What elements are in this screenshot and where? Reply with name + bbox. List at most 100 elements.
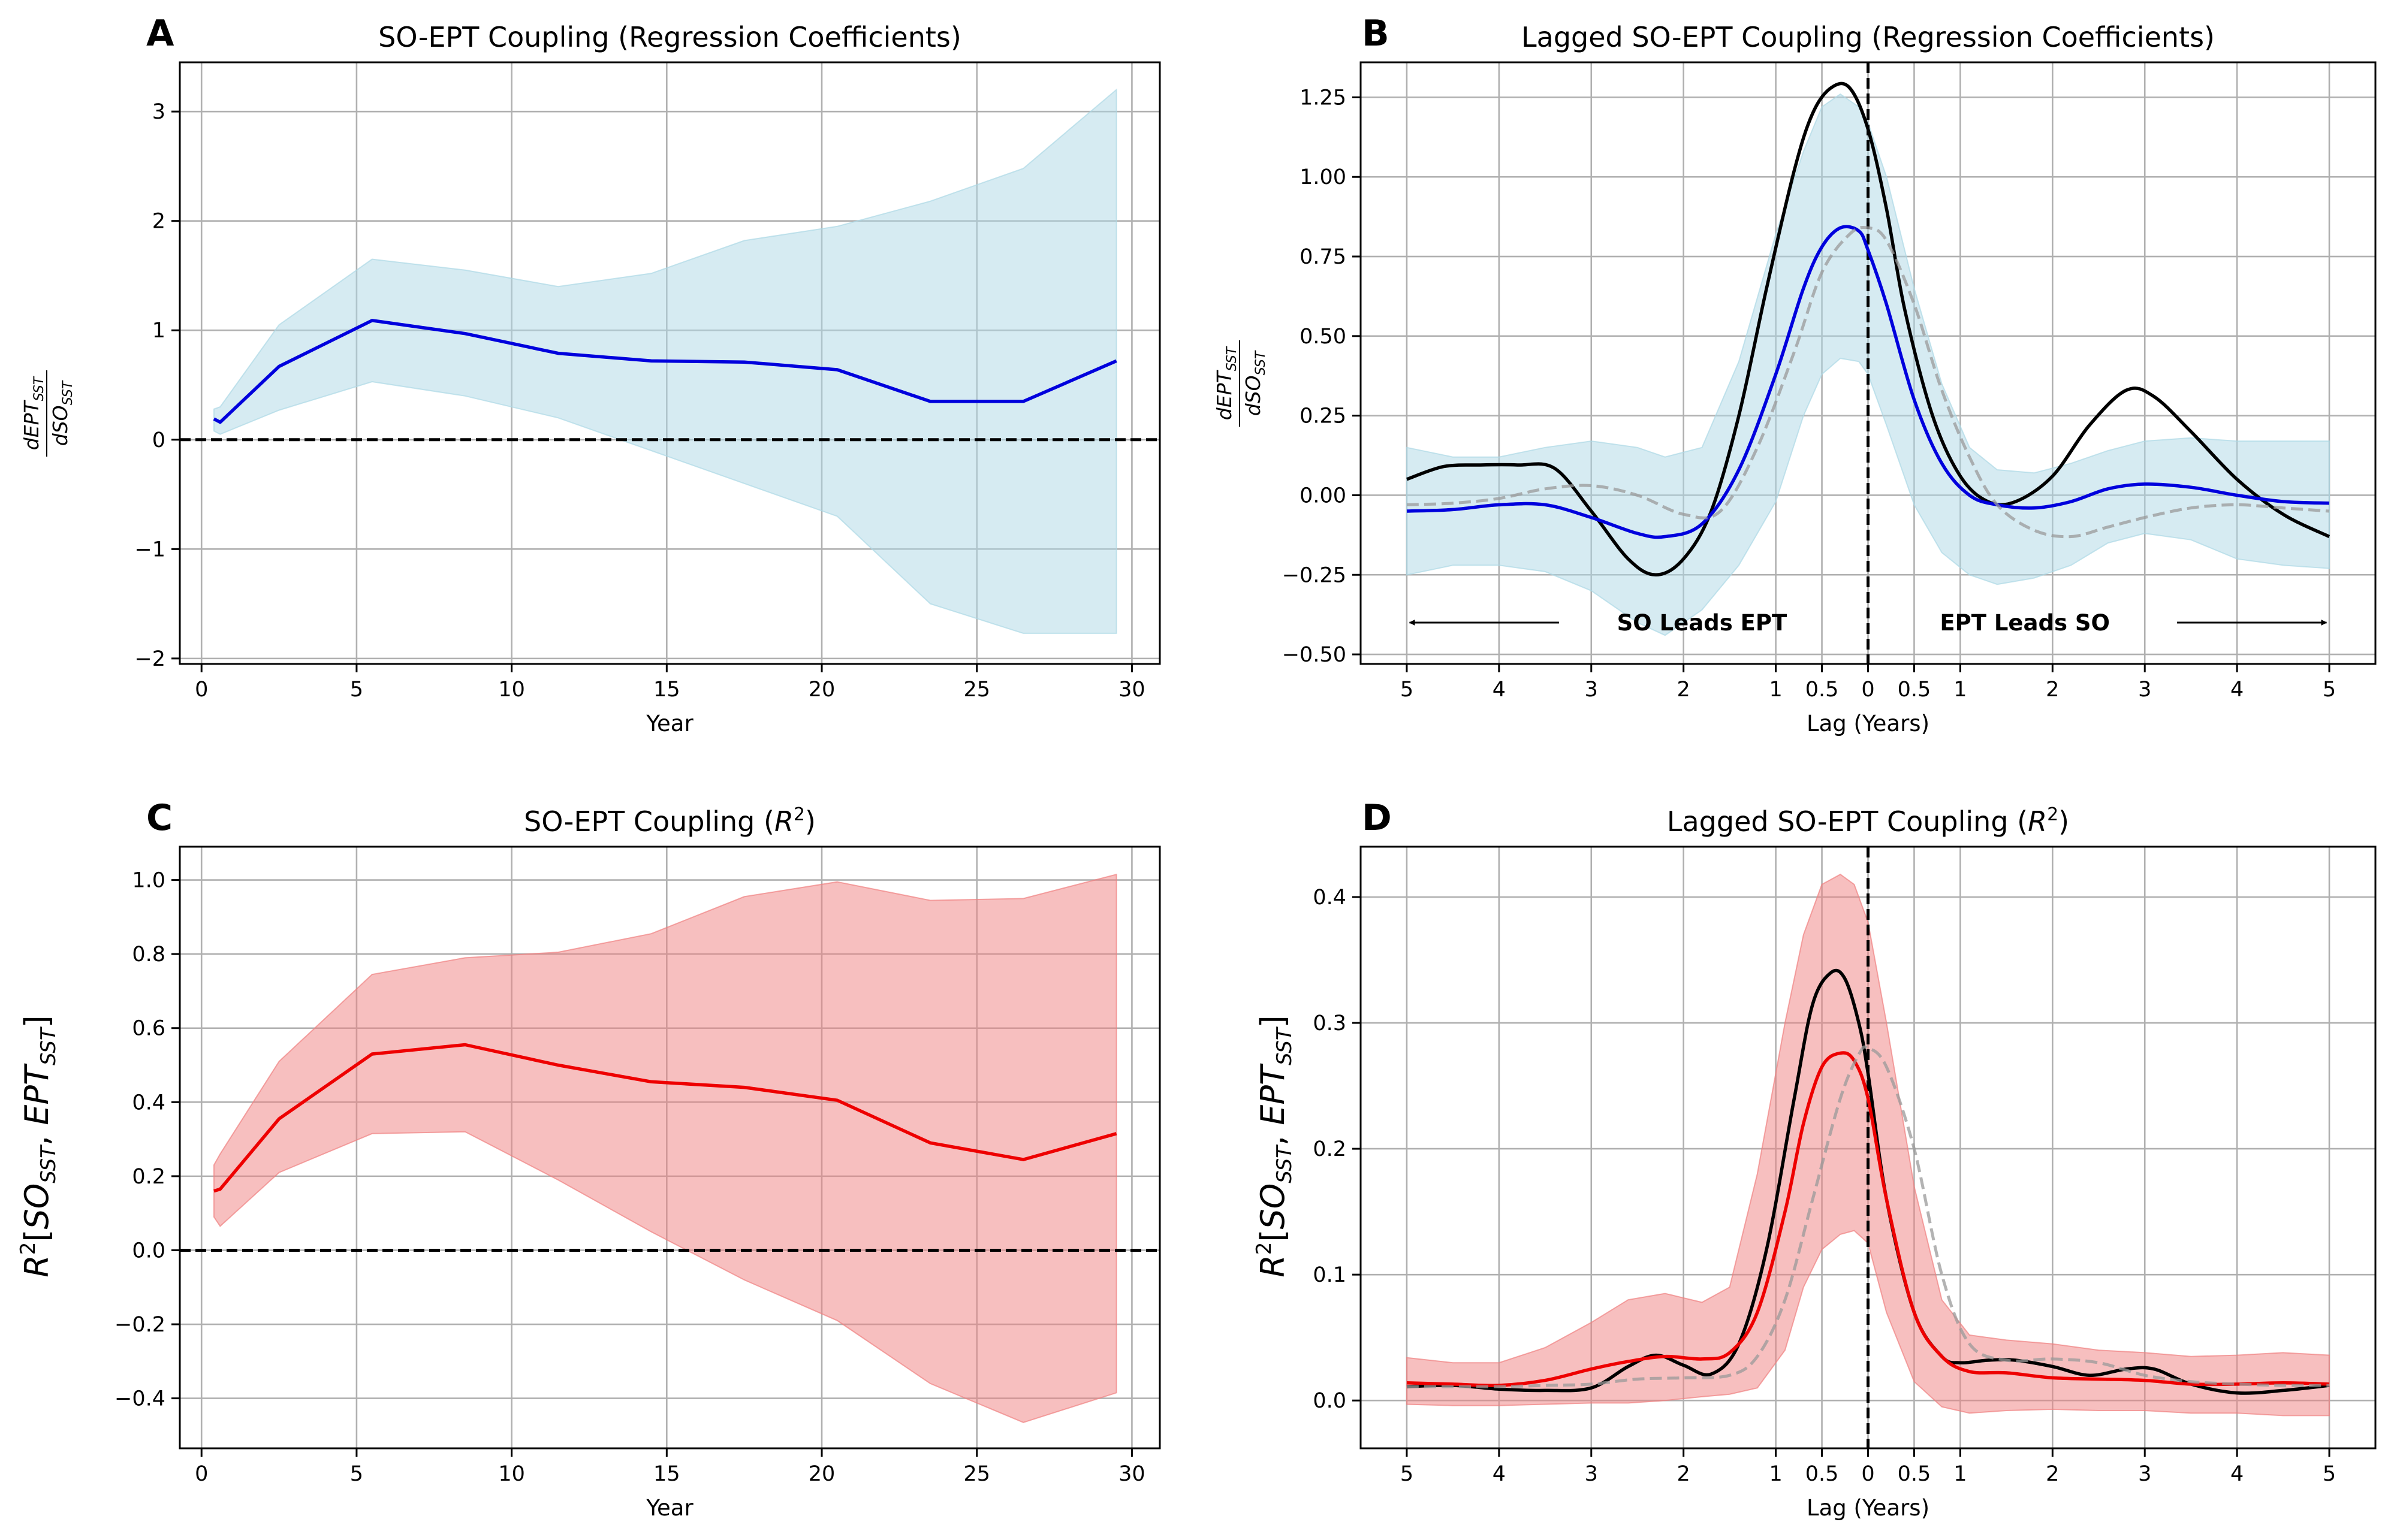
panel-d-xtick-label: 5 (2323, 1462, 2336, 1486)
svg-text:dEPTSST: dEPTSST (20, 376, 47, 450)
panel-d-title: Lagged SO-EPT Coupling (R2) (1667, 804, 2069, 838)
panel-c: 0 5 10 15 20 25 30 −0.4 −0.2 0.0 0.2 0.4 0.6 0.8 1.0 C… (16, 797, 1161, 1521)
panel-b-xtick-label: 0.5 (1805, 678, 1839, 702)
panel-a-xtick-label: 10 (498, 678, 525, 702)
panel-b-ytick-label: 1.25 (1299, 86, 1346, 110)
panel-b-xlabel: Lag (Years) (1807, 711, 1929, 736)
annotation-ept-leads-so: EPT Leads SO (1940, 610, 2110, 636)
panel-a-ylabel: dEPTSST dSOSST (20, 370, 76, 457)
panel-c-ylabel: R2[SOSST, EPTSST] (16, 1015, 61, 1278)
panel-b-ytick-label: −0.50 (1282, 643, 1346, 667)
panel-b-xtick-label: 5 (1400, 678, 1413, 702)
panel-c-xtick-label: 15 (653, 1462, 680, 1486)
panel-d: 5 4 3 2 1 0.5 0 0.5 1 2 3 4 5 0.0 0.1 0.2 0.3 0.4 D Lagge… (1252, 797, 2377, 1521)
panel-d-series-line-2 (1406, 1045, 2330, 1388)
panel-a-ytick-label: 0 (152, 428, 165, 452)
panel-d-xtick-label: 2 (2046, 1462, 2059, 1486)
panel-c-ytick-label: −0.4 (114, 1387, 165, 1411)
panel-a-xtick-label: 25 (963, 678, 990, 702)
panel-d-xtick-label: 5 (1400, 1462, 1413, 1486)
panel-d-xtick-label: 0.5 (1805, 1462, 1839, 1486)
panel-c-ytick-label: 0.6 (132, 1017, 165, 1041)
panel-letter-b: B (1362, 13, 1389, 55)
panel-c-xlabel: Year (646, 1495, 694, 1521)
panel-b-ytick-label: 0.75 (1299, 245, 1346, 269)
panel-a-title: SO-EPT Coupling (Regression Coefficients… (378, 21, 961, 53)
panel-b-xtick-label: 5 (2323, 678, 2336, 702)
panel-c-confidence-band (213, 874, 1117, 1423)
panel-d-xtick-label: 1 (1769, 1462, 1782, 1486)
svg-text:dEPTSST: dEPTSST (1213, 346, 1240, 420)
panel-a-xtick-label: 0 (195, 678, 208, 702)
panel-c-ytick-label: −0.2 (114, 1313, 165, 1337)
panel-c-title: SO-EPT Coupling (R2) (524, 804, 816, 838)
svg-text:dSOSST: dSOSST (1241, 350, 1268, 416)
panel-d-xtick-label: 2 (1677, 1462, 1690, 1486)
panel-c-ytick-label: 1.0 (132, 869, 165, 893)
panel-c-ytick-label: 0.8 (132, 943, 165, 967)
panel-b-ytick-label: 0.00 (1299, 484, 1346, 508)
panel-c-xtick-label: 10 (498, 1462, 525, 1486)
panel-b-xtick-label: 4 (1493, 678, 1506, 702)
panel-c-xtick-label: 25 (963, 1462, 990, 1486)
panel-b-xtick-label: 3 (2138, 678, 2151, 702)
panel-b: 5 4 3 2 1 0.5 0 0.5 1 2 3 4 5−0.50−0.250.000.250.500… (1213, 13, 2377, 736)
panel-c-xtick-label: 0 (195, 1462, 208, 1486)
panel-b-xtick-label: 2 (2046, 678, 2059, 702)
panel-letter-a: A (146, 13, 174, 55)
panel-d-xtick-label: 4 (1493, 1462, 1506, 1486)
panel-a-ytick-label: 2 (152, 210, 165, 234)
panel-b-title: Lagged SO-EPT Coupling (Regression Coeff… (1521, 21, 2215, 53)
panel-letter-d: D (1362, 797, 1392, 839)
panel-letter-c: C (146, 797, 173, 839)
panel-b-ytick-label: 0.25 (1299, 404, 1346, 428)
panel-b-ytick-label: 1.00 (1299, 165, 1346, 189)
panel-b-xtick-label: 0 (1861, 678, 1874, 702)
panel-b-xtick-label: 1 (1769, 678, 1782, 702)
panel-b-series-line-2 (1406, 225, 2330, 539)
panel-a-ytick-label: −2 (134, 647, 165, 671)
panel-d-xtick-label: 0.5 (1898, 1462, 1931, 1486)
panel-a-xtick-label: 20 (809, 678, 836, 702)
panel-d-xtick-label: 4 (2230, 1462, 2244, 1486)
panel-b-xtick-label: 0.5 (1898, 678, 1931, 702)
panel-b-xtick-label: 2 (1677, 678, 1690, 702)
panel-a-xlabel: Year (646, 711, 694, 736)
panel-c-xtick-label: 20 (809, 1462, 836, 1486)
panel-b-ytick-label: 0.50 (1299, 325, 1346, 349)
panel-a-series-line-0 (213, 319, 1117, 424)
panel-c-xtick-label: 30 (1118, 1462, 1145, 1486)
panel-c-ytick-label: 0.2 (132, 1165, 165, 1189)
panel-b-series-line-0 (1406, 81, 2330, 577)
panel-b-ytick-label: −0.25 (1282, 563, 1346, 587)
panel-d-ytick-label: 0.2 (1313, 1137, 1346, 1161)
panel-d-ytick-label: 0.4 (1313, 886, 1346, 910)
panel-d-xtick-label: 3 (1585, 1462, 1598, 1486)
panel-c-ytick-label: 0.0 (132, 1239, 165, 1263)
panel-b-ylabel: dEPTSST dSOSST (1213, 340, 1268, 427)
panel-c-ytick-label: 0.4 (132, 1091, 165, 1115)
panel-c-series-line-0 (213, 1043, 1117, 1193)
panel-d-xtick-label: 3 (2138, 1462, 2151, 1486)
panel-d-xlabel: Lag (Years) (1807, 1495, 1929, 1521)
panel-d-ytick-label: 0.3 (1313, 1011, 1346, 1035)
panel-a-xtick-label: 5 (350, 678, 363, 702)
panel-d-ytick-label: 0.1 (1313, 1263, 1346, 1287)
panel-a-xtick-label: 30 (1118, 678, 1145, 702)
panel-a-axes-frame (179, 61, 1161, 665)
panel-a-ytick-label: 3 (152, 100, 165, 124)
panel-a: 0 5 10 15 20 25 30 −2 −1 0 1 2 3 A SO-EPT Coupling (… (20, 13, 1161, 736)
panel-d-series-line-1 (1406, 1051, 2330, 1387)
annotation-so-leads-ept: SO Leads EPT (1617, 610, 1787, 636)
panel-b-xtick-label: 1 (1953, 678, 1967, 702)
panel-b-xtick-label: 4 (2230, 678, 2244, 702)
panel-d-xtick-label: 0 (1861, 1462, 1874, 1486)
panel-b-xtick-label: 3 (1585, 678, 1598, 702)
panel-a-ytick-label: −1 (134, 538, 165, 561)
panel-c-xtick-label: 5 (350, 1462, 363, 1486)
panel-d-xtick-label: 1 (1953, 1462, 1967, 1486)
svg-text:dSOSST: dSOSST (49, 380, 76, 446)
panel-a-ytick-label: 1 (152, 319, 165, 343)
panel-d-ytick-label: 0.0 (1313, 1389, 1346, 1413)
